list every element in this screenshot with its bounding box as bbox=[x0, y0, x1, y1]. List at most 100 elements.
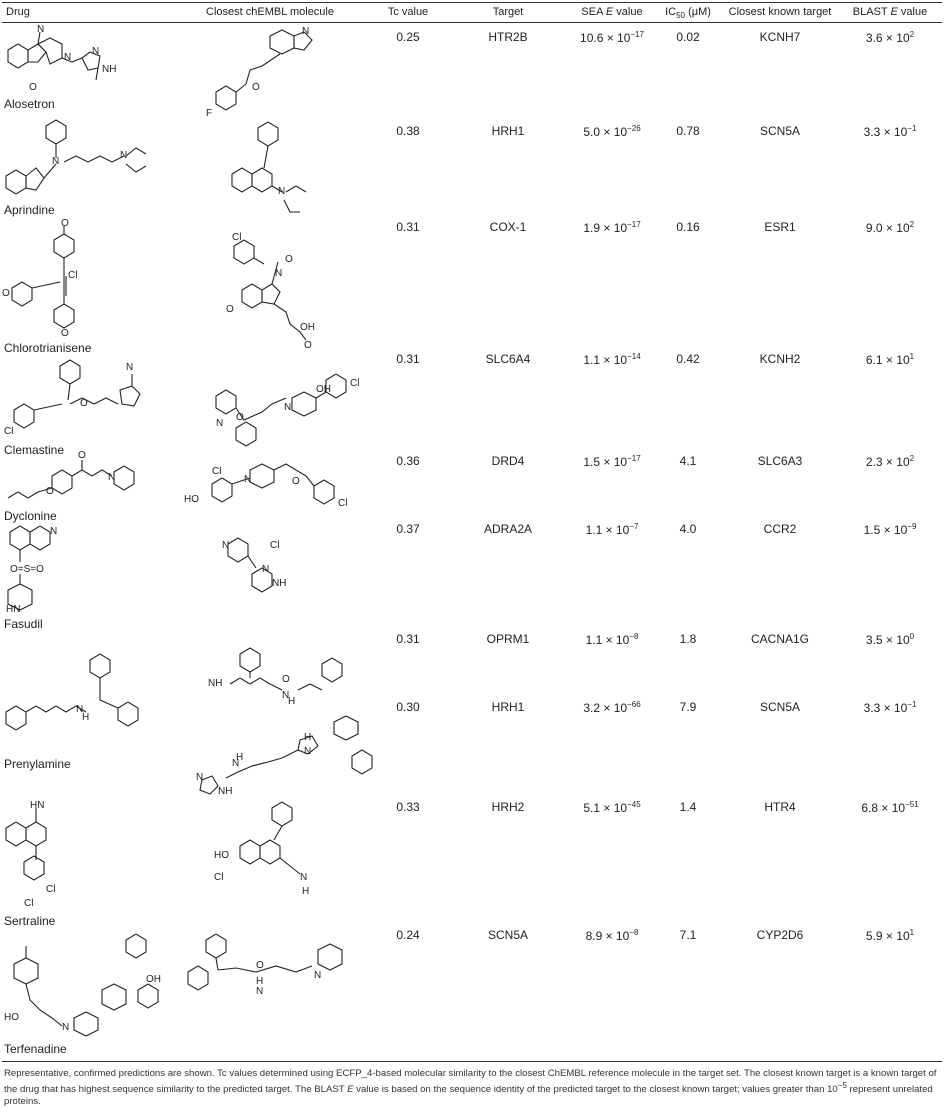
atom-label: N bbox=[256, 986, 264, 997]
blast-evalue-cell: 3.3 × 10−1 bbox=[863, 124, 917, 139]
blast-evalue-cell: 3.5 × 100 bbox=[865, 632, 915, 647]
closest-known-target-cell: CYP2D6 bbox=[756, 928, 804, 942]
target-cell: ADRA2A bbox=[483, 522, 533, 536]
tc-value-cell: 0.33 bbox=[396, 800, 420, 814]
ic50-cell: 1.8 bbox=[679, 632, 697, 646]
atom-label: O bbox=[304, 340, 312, 351]
atom-label: N bbox=[62, 1022, 70, 1033]
drug-name-chlorotrianisene: Chlorotrianisene bbox=[4, 341, 92, 355]
tc-value-cell: 0.31 bbox=[396, 632, 420, 646]
closest-known-target-cell: CACNA1G bbox=[750, 632, 810, 646]
atom-label: O bbox=[61, 328, 69, 339]
header-ic50: IC50 (μM) bbox=[665, 6, 711, 21]
clemastine-analog-structure-icon bbox=[215, 373, 347, 447]
fasudil-analog-structure-icon bbox=[227, 537, 273, 593]
blast-evalue-cell: 9.0 × 102 bbox=[865, 220, 915, 235]
prenylamine-structure-icon bbox=[5, 653, 139, 731]
ic50-cell: 4.1 bbox=[679, 454, 697, 468]
ic50-cell: 4.0 bbox=[679, 522, 697, 536]
tc-value-cell: 0.31 bbox=[396, 220, 420, 234]
drug-name-clemastine: Clemastine bbox=[4, 443, 65, 457]
ic50-cell: 0.78 bbox=[676, 124, 700, 138]
atom-label: HO bbox=[184, 494, 199, 505]
header-blast: BLAST E value bbox=[852, 6, 928, 18]
target-cell: OPRM1 bbox=[486, 632, 530, 646]
atom-label: HO bbox=[4, 1012, 19, 1023]
atom-label: O bbox=[78, 450, 86, 461]
sea-evalue-cell: 1.5 × 10−17 bbox=[583, 454, 641, 469]
dyclonine-analog-structure-icon bbox=[211, 463, 335, 505]
target-cell: SCN5A bbox=[487, 928, 529, 942]
closest-known-target-cell: KCNH7 bbox=[759, 30, 801, 44]
atom-label: O bbox=[29, 82, 37, 93]
blast-evalue-cell: 1.5 × 10−9 bbox=[863, 522, 917, 537]
sertraline-structure-icon bbox=[5, 808, 47, 881]
atom-label: Cl bbox=[68, 270, 78, 281]
header-tc: Tc value bbox=[387, 6, 429, 18]
atom-label: N bbox=[108, 472, 116, 483]
blast-evalue-cell: 6.8 × 10−51 bbox=[861, 800, 919, 815]
atom-label: H bbox=[236, 752, 244, 763]
sea-evalue-cell: 1.1 × 10−14 bbox=[583, 352, 641, 367]
aprindine-structure-icon bbox=[5, 119, 147, 195]
sea-evalue-cell: 3.2 × 10−66 bbox=[583, 700, 641, 715]
top-rule bbox=[2, 2, 942, 3]
tc-value-cell: 0.38 bbox=[396, 124, 420, 138]
atom-label: O bbox=[226, 304, 234, 315]
blast-evalue-cell: 6.1 × 101 bbox=[865, 352, 915, 367]
tc-value-cell: 0.24 bbox=[396, 928, 420, 942]
atom-label: Cl bbox=[46, 884, 56, 895]
atom-label: Cl bbox=[350, 378, 360, 389]
sea-evalue-cell: 1.9 × 10−17 bbox=[583, 220, 641, 235]
closest-known-target-cell: CCR2 bbox=[763, 522, 797, 536]
atom-label: N bbox=[222, 540, 230, 551]
atom-label: N bbox=[37, 24, 45, 35]
ic50-cell: 0.42 bbox=[676, 352, 700, 366]
atom-label: H bbox=[304, 732, 312, 743]
atom-label: Cl bbox=[4, 426, 14, 437]
header-sea: SEA E value bbox=[581, 6, 643, 18]
structure-drawings bbox=[5, 29, 373, 1037]
atom-label: Cl bbox=[212, 466, 222, 477]
atom-label: O bbox=[61, 218, 69, 229]
atom-label: Cl bbox=[214, 872, 224, 883]
ic50-cell: 0.16 bbox=[676, 220, 700, 234]
header-drug: Drug bbox=[6, 6, 30, 18]
fasudil-structure-icon bbox=[7, 525, 51, 611]
atom-label: O bbox=[282, 674, 290, 685]
terfenadine-structure-icon bbox=[13, 933, 159, 1037]
closest-known-target-cell: SCN5A bbox=[759, 124, 801, 138]
blast-evalue-cell: 3.3 × 10−1 bbox=[863, 700, 917, 715]
tc-value-cell: 0.30 bbox=[396, 700, 420, 714]
closest-known-target-cell: ESR1 bbox=[764, 220, 796, 234]
atom-label: Cl bbox=[270, 540, 280, 551]
atom-label: O bbox=[80, 398, 88, 409]
atom-label: N bbox=[52, 156, 60, 167]
atom-label: OH bbox=[146, 974, 161, 985]
tc-value-cell: 0.25 bbox=[396, 30, 420, 44]
atom-label: HO bbox=[214, 850, 229, 861]
closest-known-target-cell: SLC6A3 bbox=[757, 454, 803, 468]
atom-label: N bbox=[216, 418, 224, 429]
chlorotrianisene-analog-structure-icon bbox=[233, 239, 307, 341]
atom-label: OH bbox=[316, 384, 331, 395]
header-rule bbox=[2, 22, 942, 23]
drug-name-alosetron: Alosetron bbox=[4, 97, 55, 111]
atom-label: H bbox=[288, 696, 296, 707]
oprm1-analog-structure-icon bbox=[229, 647, 343, 691]
dyclonine-structure-icon bbox=[7, 460, 135, 499]
target-cell: DRD4 bbox=[491, 454, 525, 468]
atom-label: O bbox=[46, 486, 54, 497]
atom-label: O bbox=[236, 412, 244, 423]
atom-label: N bbox=[275, 268, 283, 279]
closest-known-target-cell: SCN5A bbox=[759, 700, 801, 714]
drug-name-fasudil: Fasudil bbox=[4, 617, 43, 631]
aprindine-analog-structure-icon bbox=[231, 121, 307, 213]
atom-label: F bbox=[206, 108, 213, 119]
atom-label: HN bbox=[6, 604, 21, 615]
drug-name-sertraline: Sertraline bbox=[4, 914, 56, 928]
atom-label: N bbox=[64, 52, 72, 63]
prenylamine-analog-structure-icon bbox=[199, 715, 373, 795]
sea-evalue-cell: 10.6 × 10−17 bbox=[580, 30, 644, 45]
